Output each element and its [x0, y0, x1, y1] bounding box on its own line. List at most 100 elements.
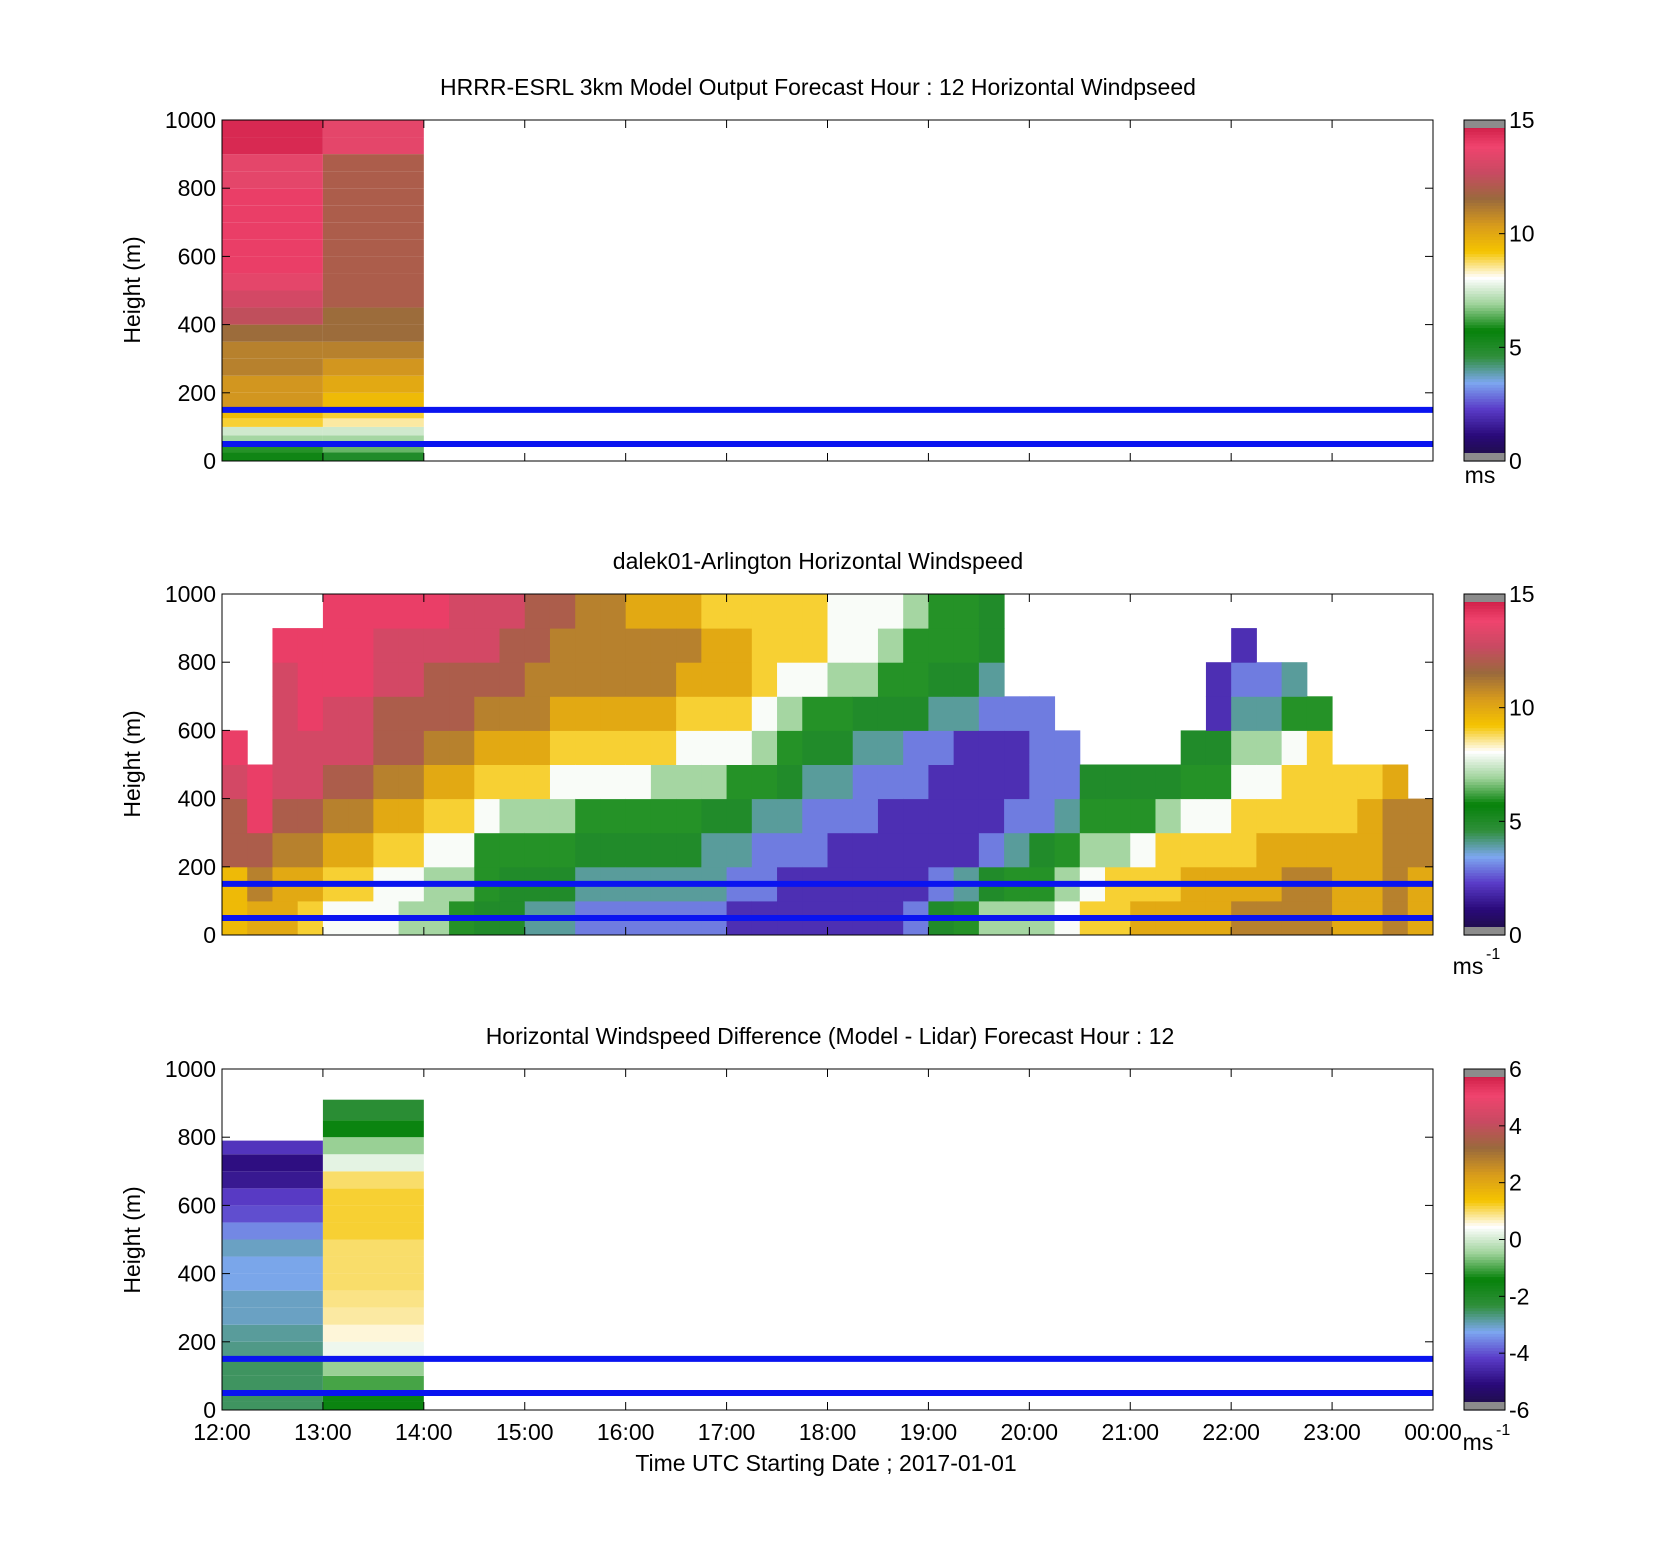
- colorbar-band: [1464, 418, 1505, 422]
- heatmap-cell: [1079, 832, 1106, 868]
- heatmap-cell: [600, 662, 627, 697]
- colorbar-band: [1464, 1330, 1505, 1334]
- colorbar-band: [1464, 795, 1505, 800]
- heatmap-cell: [398, 832, 425, 868]
- heatmap-cell: [222, 392, 323, 410]
- colorbar-band: [1464, 636, 1505, 641]
- colorbar-band: [1464, 1267, 1505, 1272]
- colorbar-band: [1464, 792, 1505, 797]
- colorbar-band: [1464, 131, 1505, 135]
- heatmap-cell: [423, 628, 450, 663]
- colorbar-band: [1464, 426, 1505, 431]
- heatmap-cell: [1029, 832, 1056, 868]
- heatmap-cell: [827, 662, 854, 697]
- heatmap-cell: [726, 628, 753, 663]
- heatmap-cell: [222, 307, 323, 325]
- heatmap-cell: [322, 154, 424, 172]
- colorbar-band: [1464, 188, 1505, 192]
- colorbar-band: [1464, 1094, 1505, 1099]
- colorbar-band: [1464, 318, 1505, 323]
- y-tick-label: 600: [178, 243, 216, 269]
- heatmap-cell: [726, 764, 753, 800]
- heatmap-cell: [524, 832, 551, 868]
- y-tick-label: 800: [178, 649, 216, 675]
- heatmap-cell: [222, 375, 323, 393]
- heatmap-cell: [600, 798, 627, 834]
- colorbar-band: [1464, 613, 1505, 618]
- heatmap-cell: [297, 730, 324, 765]
- colorbar-cap: [1464, 120, 1505, 128]
- heatmap-cell: [222, 1358, 323, 1376]
- heatmap-cell: [1180, 764, 1207, 800]
- colorbar-band: [1464, 350, 1505, 354]
- heatmap-cell: [449, 662, 475, 697]
- colorbar-band: [1464, 900, 1505, 905]
- y-tick-label: 200: [178, 380, 216, 406]
- colorbar-band: [1464, 404, 1505, 408]
- heatmap-cell: [1357, 832, 1384, 868]
- heatmap-cell: [272, 764, 299, 800]
- colorbar-tick-label: 0: [1509, 922, 1522, 948]
- colorbar-band: [1464, 701, 1505, 706]
- colorbar-band: [1464, 1276, 1505, 1280]
- colorbar-unit-exponent: -1: [1496, 1422, 1510, 1439]
- colorbar-band: [1464, 321, 1505, 326]
- heatmap-cell: [322, 307, 424, 325]
- colorbar-band: [1464, 384, 1505, 388]
- colorbar-band: [1464, 415, 1505, 419]
- heatmap-cell: [928, 696, 955, 731]
- colorbar-band: [1464, 1091, 1505, 1096]
- colorbar-band: [1464, 367, 1505, 371]
- heatmap-cell: [247, 798, 273, 834]
- colorbar-band: [1464, 852, 1505, 857]
- colorbar-band: [1464, 1171, 1505, 1175]
- colorbar-band: [1464, 276, 1505, 280]
- heatmap-cell: [474, 628, 501, 663]
- colorbar-band: [1464, 733, 1505, 737]
- colorbar-band: [1464, 142, 1505, 147]
- heatmap-cell: [877, 696, 904, 731]
- heatmap-cell: [676, 798, 702, 834]
- heatmap-cell: [322, 1358, 424, 1376]
- colorbar-band: [1464, 1097, 1505, 1101]
- colorbar-band: [1464, 679, 1505, 683]
- colorbar-band: [1464, 917, 1505, 922]
- colorbar: 0 5 10 15: [1463, 107, 1535, 474]
- colorbar-band: [1464, 815, 1505, 820]
- colorbar-band: [1464, 1083, 1505, 1087]
- heatmap-cell: [1105, 832, 1131, 868]
- colorbar-band: [1464, 611, 1505, 615]
- colorbar-band: [1464, 1245, 1505, 1249]
- heatmap-cell: [625, 832, 652, 868]
- colorbar-band: [1464, 724, 1505, 729]
- heatmap-cell: [903, 662, 929, 697]
- colorbar-band: [1464, 730, 1505, 734]
- colorbar-unit: ms: [1465, 462, 1496, 488]
- colorbar-band: [1464, 219, 1505, 223]
- heatmap-cell: [953, 594, 980, 629]
- heatmap-cell: [322, 1401, 424, 1410]
- heatmap-cell: [373, 628, 400, 663]
- heatmap-cell: [953, 798, 980, 834]
- colorbar-band: [1464, 741, 1505, 746]
- heatmap-cell: [322, 324, 424, 342]
- heatmap-cell: [575, 594, 601, 629]
- heatmap-cell: [1079, 798, 1106, 834]
- heatmap-cell: [676, 832, 702, 868]
- heatmap-cell: [423, 594, 450, 629]
- heatmap-cell: [701, 832, 728, 868]
- colorbar-band: [1464, 1395, 1505, 1400]
- colorbar-band: [1464, 1162, 1505, 1167]
- heatmap-cell: [499, 594, 526, 629]
- heatmap-cell: [1130, 798, 1156, 834]
- colorbar-band: [1464, 239, 1505, 243]
- colorbar-band: [1464, 1202, 1505, 1206]
- heatmap-cell: [575, 696, 601, 731]
- colorbar-band: [1464, 421, 1505, 425]
- heatmap-cell: [877, 832, 904, 868]
- colorbar-band: [1464, 333, 1505, 337]
- colorbar-band: [1464, 1225, 1505, 1229]
- colorbar-band: [1464, 432, 1505, 437]
- y-tick-label: 0: [203, 922, 216, 948]
- heatmap-cell: [499, 764, 526, 800]
